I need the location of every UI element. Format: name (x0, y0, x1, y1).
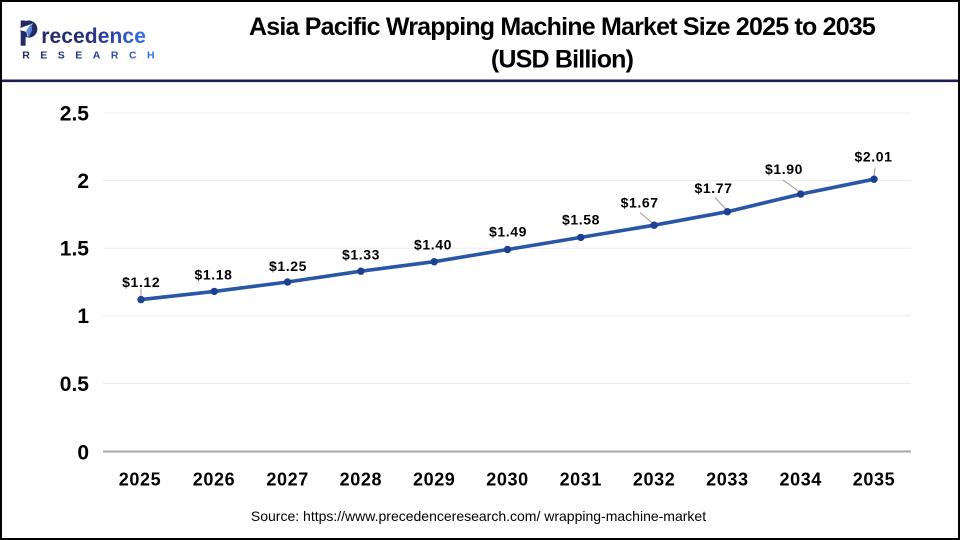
svg-text:2030: 2030 (486, 470, 528, 490)
svg-text:2025: 2025 (119, 470, 161, 490)
svg-text:RESEARCH: RESEARCH (22, 50, 165, 62)
svg-text:$1.90: $1.90 (765, 161, 803, 177)
svg-text:Source: https://www.precedence: Source: https://www.precedenceresearch.c… (251, 508, 706, 524)
svg-text:0: 0 (77, 442, 89, 465)
svg-text:$1.18: $1.18 (194, 267, 232, 283)
svg-text:1.5: 1.5 (60, 238, 90, 261)
svg-text:2: 2 (77, 170, 89, 193)
svg-text:$2.01: $2.01 (854, 149, 892, 165)
svg-text:$1.40: $1.40 (414, 237, 452, 253)
svg-text:2026: 2026 (193, 470, 235, 490)
svg-text:2033: 2033 (706, 470, 748, 490)
svg-text:$1.25: $1.25 (269, 258, 307, 274)
svg-text:2.5: 2.5 (60, 103, 90, 126)
svg-text:2028: 2028 (340, 470, 382, 490)
svg-text:$1.67: $1.67 (621, 195, 659, 211)
svg-text:$1.12: $1.12 (122, 274, 160, 290)
svg-text:$1.77: $1.77 (694, 180, 732, 196)
svg-text:2031: 2031 (560, 470, 602, 490)
svg-text:2035: 2035 (853, 470, 895, 490)
svg-text:$1.33: $1.33 (342, 247, 380, 263)
svg-text:1: 1 (77, 305, 89, 328)
svg-text:(USD Billion): (USD Billion) (491, 46, 634, 74)
svg-text:2034: 2034 (779, 470, 821, 490)
svg-text:2029: 2029 (413, 470, 455, 490)
svg-text:Asia Pacific Wrapping Machine: Asia Pacific Wrapping Machine Market Siz… (249, 13, 876, 41)
svg-text:recedence: recedence (41, 25, 146, 48)
svg-text:2027: 2027 (266, 470, 308, 490)
svg-text:2032: 2032 (633, 470, 675, 490)
svg-text:$1.49: $1.49 (489, 224, 527, 240)
svg-text:$1.58: $1.58 (562, 212, 600, 228)
svg-text:0.5: 0.5 (60, 373, 90, 396)
